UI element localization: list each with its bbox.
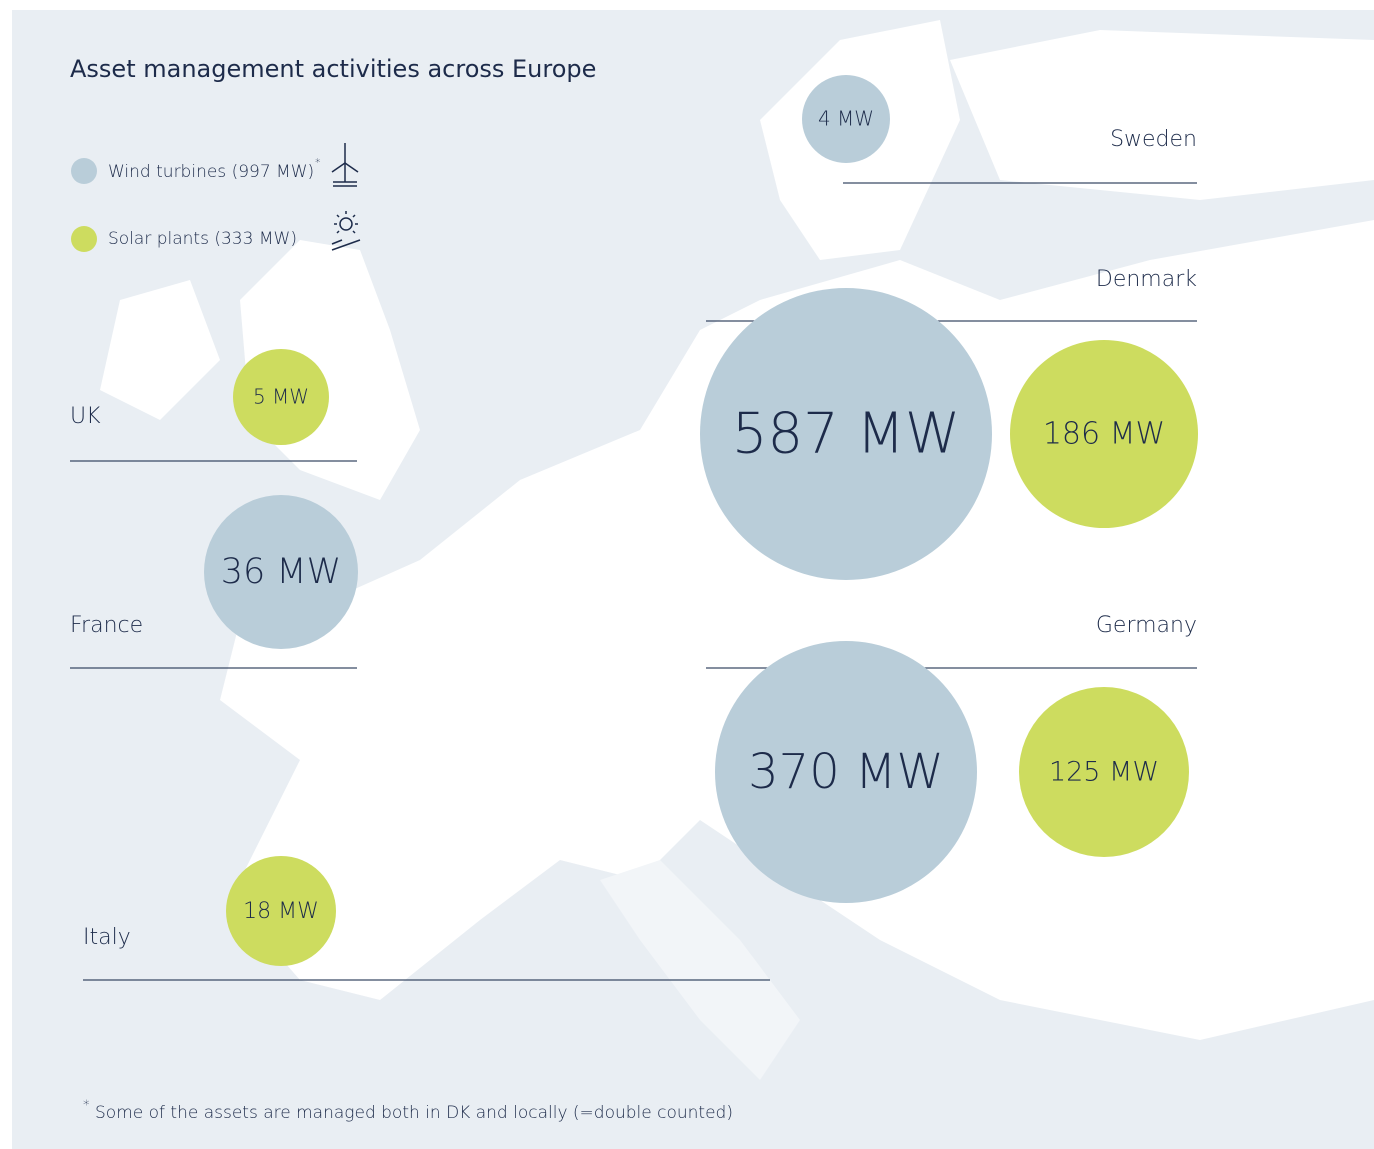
- country-label: Germany: [1096, 613, 1197, 638]
- footnote: Some of the assets are managed both in D…: [95, 1103, 733, 1123]
- bubble-label: 5 MW: [253, 385, 309, 409]
- country-label: Italy: [83, 925, 131, 950]
- bubble: [715, 641, 977, 903]
- legend-label: Wind turbines (997 MW): [108, 162, 314, 182]
- wind-icon: [331, 143, 359, 187]
- country-label: UK: [70, 404, 101, 429]
- legend-note: *: [315, 156, 321, 169]
- bubble-label: 18 MW: [243, 899, 319, 924]
- footnote-marker: *: [83, 1099, 90, 1114]
- bubble-label: 36 MW: [221, 552, 341, 592]
- country-label: Sweden: [1110, 127, 1197, 152]
- bubble: [1019, 687, 1189, 857]
- bubble: [233, 349, 329, 445]
- bubble-label: 587 MW: [732, 401, 960, 466]
- bubble: [226, 856, 336, 966]
- bubble: [700, 288, 992, 580]
- bubble-label: 370 MW: [748, 744, 944, 800]
- country-label: France: [70, 613, 143, 638]
- bubble-label: 4 MW: [818, 107, 874, 131]
- legend-swatch: [71, 158, 97, 184]
- bubble: [802, 75, 890, 163]
- bubble: [1010, 340, 1198, 528]
- bubble-label: 125 MW: [1049, 757, 1159, 788]
- bubble-label: 186 MW: [1043, 417, 1165, 452]
- solar-icon: [331, 211, 361, 251]
- title: Asset management activities across Europ…: [70, 55, 596, 83]
- country-label: Denmark: [1096, 267, 1197, 292]
- legend-swatch: [71, 226, 97, 252]
- legend-label: Solar plants (333 MW): [108, 229, 297, 249]
- bubble: [204, 495, 358, 649]
